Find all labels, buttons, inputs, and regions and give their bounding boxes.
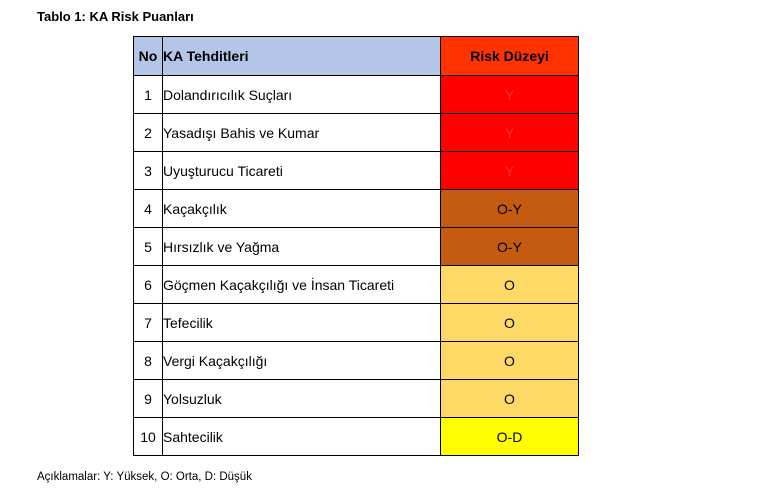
table-row: 4 Kaçakçılık O-Y bbox=[133, 189, 579, 228]
threat-name: Hırsızlık ve Yağma bbox=[162, 227, 441, 266]
row-number: 5 bbox=[133, 227, 163, 266]
table-row: 5 Hırsızlık ve Yağma O-Y bbox=[133, 227, 579, 266]
risk-level-cell: O bbox=[440, 379, 579, 418]
threat-name: Göçmen Kaçakçılığı ve İnsan Ticareti bbox=[162, 265, 441, 304]
threat-name: Kaçakçılık bbox=[162, 189, 441, 228]
threat-name: Dolandırıcılık Suçları bbox=[162, 75, 441, 114]
table-caption: Tablo 1: KA Risk Puanları bbox=[37, 9, 194, 24]
threat-name: Vergi Kaçakçılığı bbox=[162, 341, 441, 380]
threat-name: Tefecilik bbox=[162, 303, 441, 342]
risk-level-cell: O bbox=[440, 265, 579, 304]
threat-name: Yasadışı Bahis ve Kumar bbox=[162, 113, 441, 152]
row-number: 7 bbox=[133, 303, 163, 342]
header-risk-level: Risk Düzeyi bbox=[440, 36, 579, 76]
row-number: 10 bbox=[133, 417, 163, 456]
table-row: 3 Uyuşturucu Ticareti Y bbox=[133, 151, 579, 190]
header-no: No bbox=[133, 36, 163, 76]
table-row: 8 Vergi Kaçakçılığı O bbox=[133, 341, 579, 380]
table-row: 10 Sahtecilik O-D bbox=[133, 417, 579, 456]
row-number: 3 bbox=[133, 151, 163, 190]
risk-level-cell: O bbox=[440, 341, 579, 380]
risk-level-cell: Y bbox=[440, 113, 579, 152]
risk-table: No KA Tehditleri Risk Düzeyi 1 Dolandırı… bbox=[133, 36, 579, 456]
table-row: 7 Tefecilik O bbox=[133, 303, 579, 342]
row-number: 8 bbox=[133, 341, 163, 380]
table-row: 1 Dolandırıcılık Suçları Y bbox=[133, 75, 579, 114]
risk-level-cell: Y bbox=[440, 75, 579, 114]
risk-level-cell: O-Y bbox=[440, 189, 579, 228]
risk-level-cell: O-Y bbox=[440, 227, 579, 266]
threat-name: Yolsuzluk bbox=[162, 379, 441, 418]
risk-level-cell: Y bbox=[440, 151, 579, 190]
risk-level-cell: O bbox=[440, 303, 579, 342]
legend-footnote: Açıklamalar: Y: Yüksek, O: Orta, D: Düşü… bbox=[37, 471, 252, 483]
table-row: 2 Yasadışı Bahis ve Kumar Y bbox=[133, 113, 579, 152]
threat-name: Sahtecilik bbox=[162, 417, 441, 456]
row-number: 6 bbox=[133, 265, 163, 304]
header-threats: KA Tehditleri bbox=[162, 36, 441, 76]
threat-name: Uyuşturucu Ticareti bbox=[162, 151, 441, 190]
row-number: 9 bbox=[133, 379, 163, 418]
row-number: 4 bbox=[133, 189, 163, 228]
table-row: 9 Yolsuzluk O bbox=[133, 379, 579, 418]
row-number: 2 bbox=[133, 113, 163, 152]
risk-level-cell: O-D bbox=[440, 417, 579, 456]
row-number: 1 bbox=[133, 75, 163, 114]
table-row: 6 Göçmen Kaçakçılığı ve İnsan Ticareti O bbox=[133, 265, 579, 304]
table-header-row: No KA Tehditleri Risk Düzeyi bbox=[133, 36, 579, 76]
